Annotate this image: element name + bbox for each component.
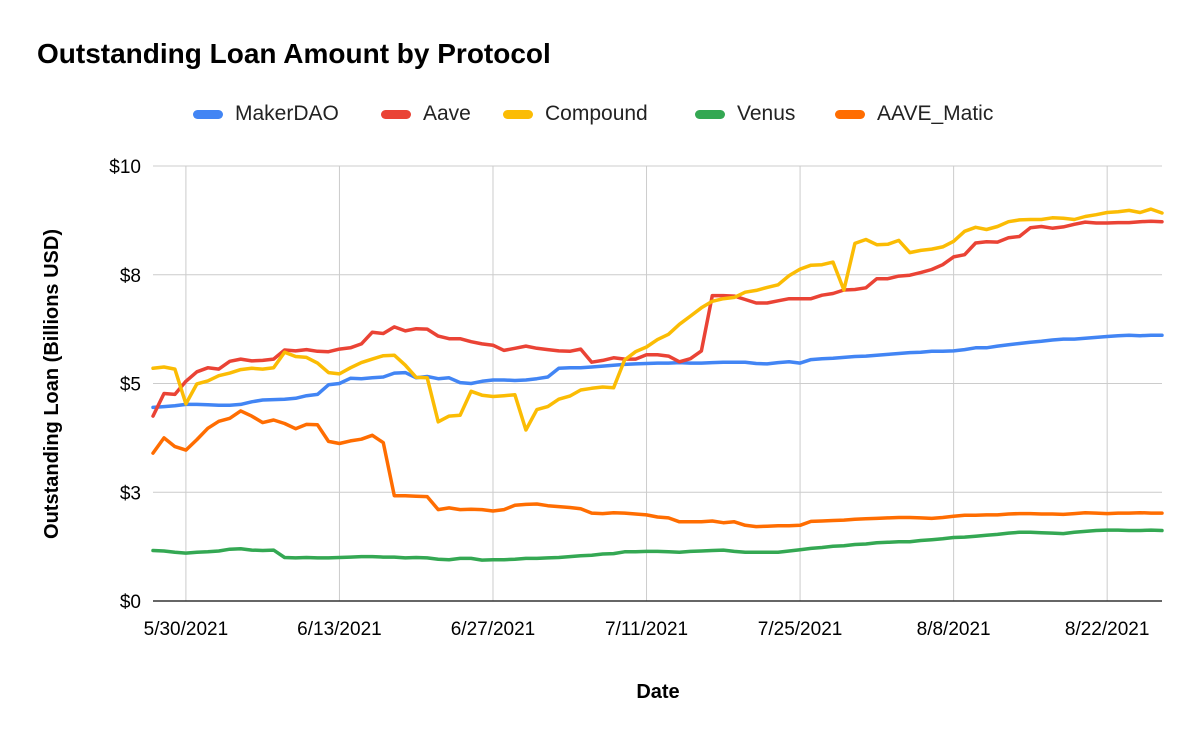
chart-legend: MakerDAO Aave Compound Venus AAVE_Matic bbox=[0, 100, 1200, 128]
series-line-venus[interactable] bbox=[151, 528, 1164, 562]
legend-item-aave-matic[interactable]: AAVE_Matic bbox=[835, 100, 993, 128]
legend-item-compound[interactable]: Compound bbox=[503, 100, 648, 128]
grid-lines bbox=[153, 165, 1162, 601]
x-tick-label: 5/30/2021 bbox=[144, 619, 229, 640]
legend-label-aave-matic: AAVE_Matic bbox=[877, 102, 994, 125]
series-line-aave-matic[interactable] bbox=[151, 409, 1164, 529]
y-tick-label: $8 bbox=[120, 266, 141, 287]
y-tick-label: $0 bbox=[120, 592, 141, 613]
legend-label-venus: Venus bbox=[737, 102, 796, 125]
chart-title: Outstanding Loan Amount by Protocol bbox=[37, 38, 551, 69]
legend-swatch-makerdao bbox=[193, 109, 223, 119]
legend-swatch-compound bbox=[503, 109, 533, 119]
y-tick-label: $5 bbox=[120, 375, 141, 396]
y-axis-title: Outstanding Loan (Billions USD) bbox=[41, 229, 63, 539]
x-tick-label: 6/27/2021 bbox=[451, 619, 536, 640]
legend-label-compound: Compound bbox=[545, 102, 648, 125]
x-tick-label: 8/8/2021 bbox=[917, 619, 991, 640]
legend-swatch-aave bbox=[381, 109, 411, 119]
y-tick-label: $3 bbox=[120, 483, 141, 504]
axes: $0 $3 $5 $8 $10 5/30/2021 6/13/2021 6/27/2021 7/… bbox=[109, 157, 1162, 640]
legend-item-venus[interactable]: Venus bbox=[695, 100, 795, 128]
x-tick-label: 6/13/2021 bbox=[297, 619, 382, 640]
x-axis-title: Date bbox=[636, 681, 679, 703]
legend-swatch-venus bbox=[695, 109, 725, 119]
x-tick-label: 7/25/2021 bbox=[758, 619, 843, 640]
series-lines bbox=[151, 207, 1164, 562]
legend-item-aave[interactable]: Aave bbox=[381, 100, 471, 128]
x-tick-label: 8/22/2021 bbox=[1065, 619, 1150, 640]
legend-label-makerdao: MakerDAO bbox=[235, 102, 339, 125]
legend-swatch-aave-matic bbox=[835, 109, 865, 119]
legend-label-aave: Aave bbox=[423, 102, 471, 125]
x-tick-label: 7/11/2021 bbox=[605, 619, 688, 640]
series-line-aave[interactable] bbox=[151, 219, 1164, 418]
legend-item-makerdao[interactable]: MakerDAO bbox=[193, 100, 339, 128]
series-line-makerdao[interactable] bbox=[151, 333, 1164, 410]
y-tick-label: $10 bbox=[109, 157, 141, 178]
series-line-compound[interactable] bbox=[151, 207, 1164, 432]
